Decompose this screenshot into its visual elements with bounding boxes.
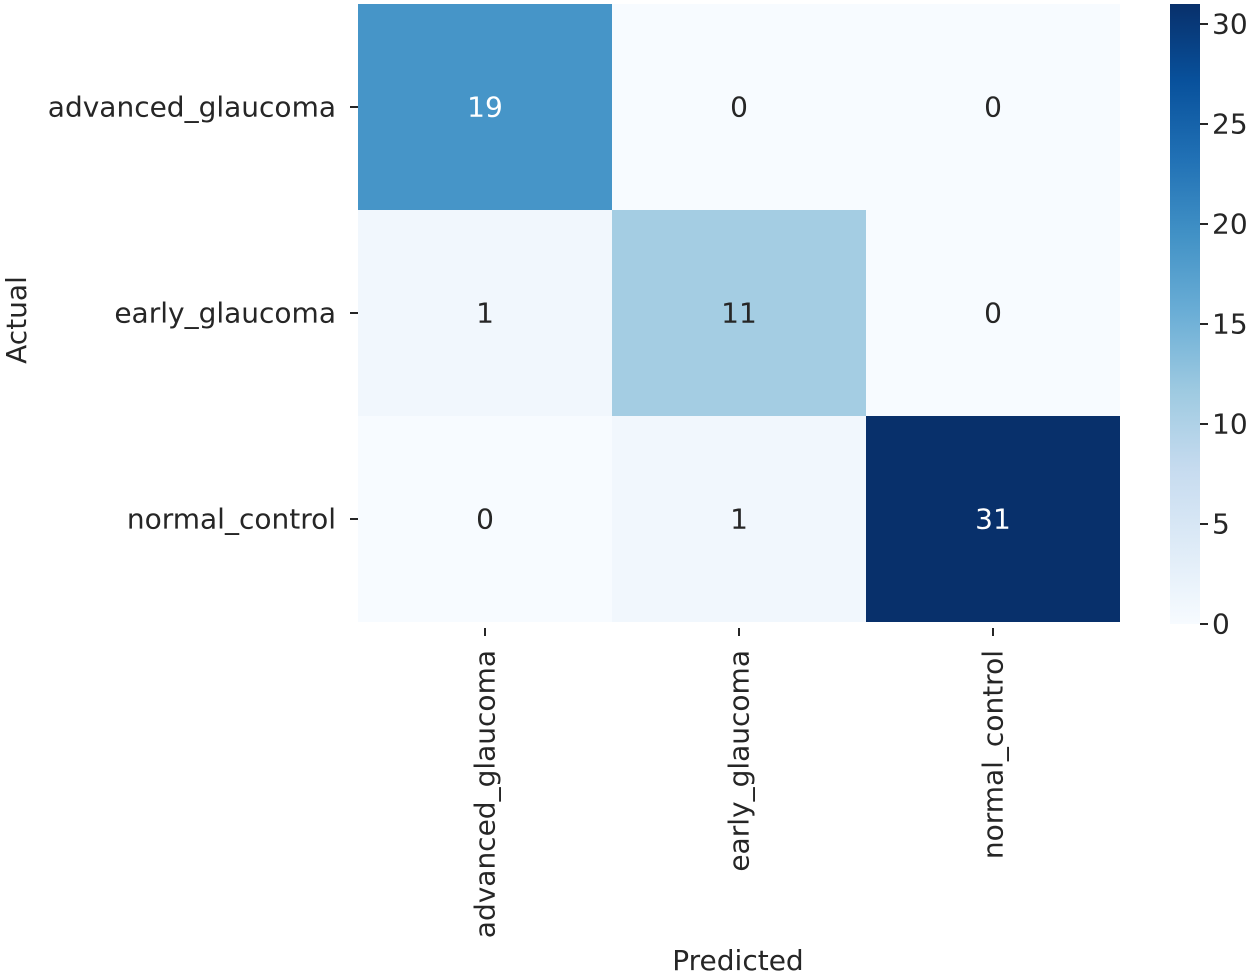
y-tick-label: normal_control [127, 503, 336, 536]
heatmap-cell-labels: 19 0 01 11 00 1 31 [467, 91, 1011, 536]
heatmap-cell-r1-c2 [866, 210, 1120, 416]
y-tick-label: advanced_glaucoma [48, 91, 336, 124]
colorbar-ticks: 0 5 10 15 20 25 30 [1200, 8, 1248, 641]
heatmap-cells [358, 4, 1120, 622]
heatmap-cell-r2-c2 [866, 416, 1120, 622]
colorbar-tick-label: 30 [1212, 8, 1248, 41]
heatmap-cell-value-r1-c2: 0 [984, 297, 1002, 330]
heatmap-cell-r0-c1 [612, 4, 866, 210]
x-axis-label: Predicted [672, 944, 803, 976]
y-tick-label: early_glaucoma [114, 297, 336, 330]
heatmap-cell-value-r0-c1: 0 [730, 91, 748, 124]
colorbar-tick-label: 0 [1212, 608, 1230, 641]
colorbar-tick-label: 10 [1212, 408, 1248, 441]
heatmap-cell-value-r1-c1: 11 [721, 297, 757, 330]
y-axis-ticks: advanced_glaucoma early_glaucoma normal_co… [48, 91, 358, 536]
heatmap-cell-value-r0-c2: 0 [984, 91, 1002, 124]
x-tick-label: advanced_glaucoma [469, 650, 502, 938]
y-axis-label: Actual [0, 276, 33, 364]
x-tick-label: early_glaucoma [723, 650, 756, 872]
heatmap-cell-value-r1-c0: 1 [476, 297, 494, 330]
heatmap-cell-value-r2-c0: 0 [476, 503, 494, 536]
heatmap-cell-r0-c2 [866, 4, 1120, 210]
heatmap-cell-r2-c0 [358, 416, 612, 622]
colorbar-tick-label: 15 [1212, 308, 1248, 341]
heatmap-cell-value-r2-c2: 31 [975, 503, 1011, 536]
colorbar-tick-label: 5 [1212, 508, 1230, 541]
heatmap-cell-r1-c1 [612, 210, 866, 416]
x-tick-label: normal_control [977, 650, 1010, 859]
x-axis-ticks: advanced_glaucoma early_glaucoma normal_co… [469, 628, 1010, 938]
colorbar-tick-label: 25 [1212, 108, 1248, 141]
colorbar [1170, 4, 1200, 624]
heatmap-cell-value-r2-c1: 1 [730, 503, 748, 536]
heatmap-cell-r2-c1 [612, 416, 866, 622]
heatmap-cell-r0-c0 [358, 4, 612, 210]
heatmap-cell-value-r0-c0: 19 [467, 91, 503, 124]
colorbar-tick-label: 20 [1212, 208, 1248, 241]
heatmap-cell-r1-c0 [358, 210, 612, 416]
